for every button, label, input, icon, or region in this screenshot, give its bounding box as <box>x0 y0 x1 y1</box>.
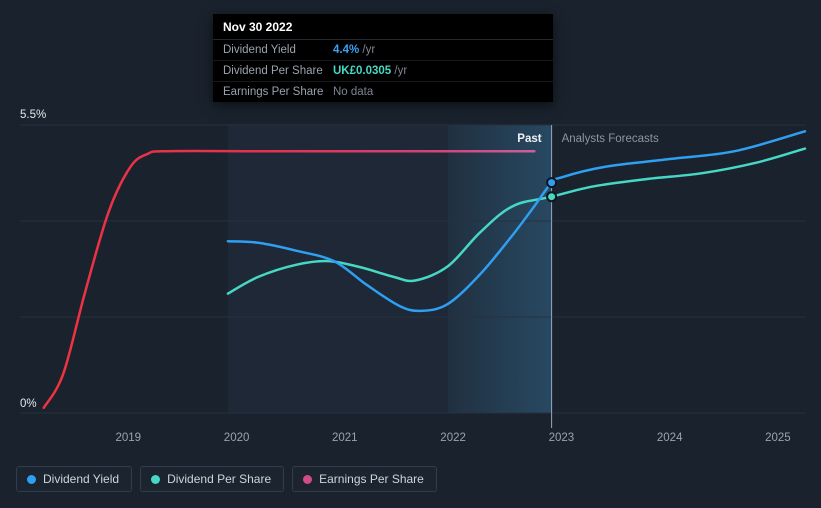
marker-dividend-per-share[interactable] <box>546 191 558 203</box>
tooltip-label: Earnings Per Share <box>223 86 324 98</box>
legend-item-earnings-per-share[interactable]: Earnings Per Share <box>292 466 437 492</box>
forecast-label: Analysts Forecasts <box>562 133 659 145</box>
tooltip-value: No data <box>333 86 374 98</box>
x-axis-label: 2022 <box>440 432 466 444</box>
past-label: Past <box>517 133 541 145</box>
chart-legend: Dividend Yield Dividend Per Share Earnin… <box>16 466 437 492</box>
legend-item-dividend-yield[interactable]: Dividend Yield <box>16 466 133 492</box>
legend-label: Dividend Yield <box>43 472 120 486</box>
tooltip-label: Dividend Per Share <box>223 65 323 77</box>
legend-label: Dividend Per Share <box>167 472 272 486</box>
tooltip-unit: /yr <box>391 65 408 77</box>
series-line-dividend-yield <box>226 130 807 313</box>
legend-label: Earnings Per Share <box>319 472 424 486</box>
series-line-earnings-per-share <box>42 149 536 410</box>
x-axis-label: 2020 <box>224 432 250 444</box>
x-axis-label: 2019 <box>116 432 142 444</box>
dividend-yield-dot-icon <box>27 474 36 484</box>
y-axis-max-label: 5.5% <box>20 109 46 121</box>
series-line-dividend-per-share <box>226 147 807 295</box>
tooltip-value: UK£0.0305 /yr <box>333 65 408 77</box>
y-axis-min-label: 0% <box>20 398 37 410</box>
x-axis-label: 2023 <box>549 432 575 444</box>
tooltip-value: 4.4% /yr <box>333 44 376 56</box>
tooltip-row-dividend-per-share: Dividend Per Share UK£0.0305 /yr <box>213 60 553 81</box>
marker-dividend-yield[interactable] <box>546 177 558 189</box>
x-axis-label: 2025 <box>765 432 791 444</box>
dividend-per-share-dot-icon <box>151 474 161 484</box>
x-axis-label: 2024 <box>657 432 683 444</box>
x-axis-label: 2021 <box>332 432 358 444</box>
tooltip-row-dividend-yield: Dividend Yield 4.4% /yr <box>213 40 553 60</box>
highlight-band <box>447 125 552 413</box>
tooltip-date: Nov 30 2022 <box>213 14 553 40</box>
chart-tooltip: Nov 30 2022 Dividend Yield 4.4% /yr Divi… <box>213 14 553 102</box>
legend-item-dividend-per-share[interactable]: Dividend Per Share <box>140 466 285 492</box>
earnings-per-share-dot-icon <box>303 474 313 484</box>
tooltip-label: Dividend Yield <box>223 44 296 56</box>
tooltip-row-earnings-per-share: Earnings Per Share No data <box>213 81 553 102</box>
tooltip-unit: /yr <box>359 44 376 56</box>
